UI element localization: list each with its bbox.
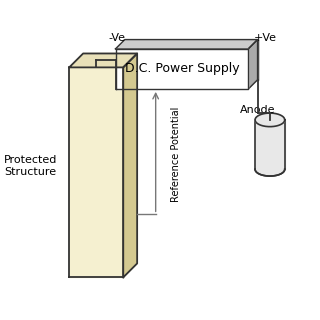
Text: Anode: Anode [240, 105, 275, 115]
Polygon shape [69, 53, 137, 68]
Polygon shape [125, 40, 258, 80]
Polygon shape [248, 40, 258, 89]
Polygon shape [116, 40, 258, 49]
Polygon shape [116, 49, 248, 89]
Text: +Ve: +Ve [254, 33, 277, 43]
Polygon shape [123, 53, 137, 277]
Polygon shape [255, 113, 285, 127]
Polygon shape [69, 68, 123, 277]
Text: -Ve: -Ve [108, 33, 125, 43]
Text: D.C. Power Supply: D.C. Power Supply [124, 62, 239, 76]
Polygon shape [255, 120, 285, 169]
Text: Reference Potential: Reference Potential [171, 106, 181, 202]
Text: Protected
Structure: Protected Structure [4, 156, 57, 177]
Polygon shape [255, 169, 285, 176]
